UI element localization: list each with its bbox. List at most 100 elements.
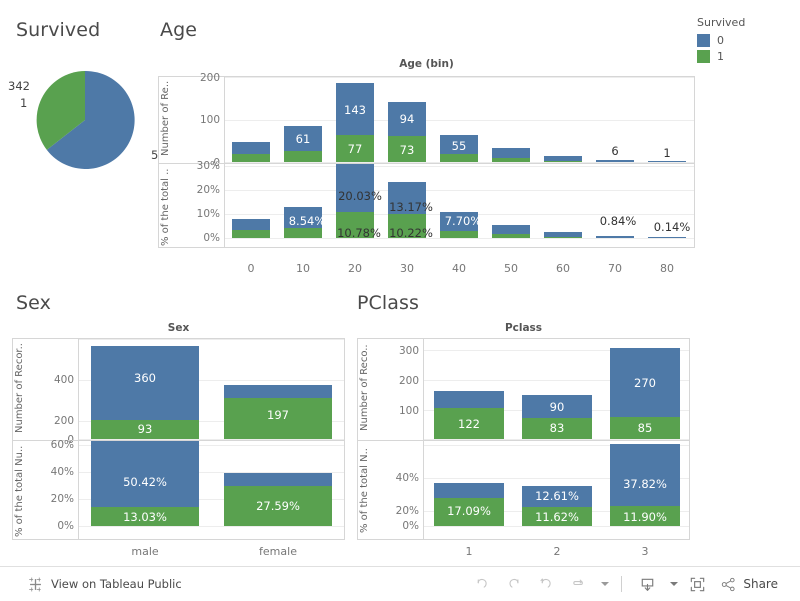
- revert-icon: [540, 577, 551, 588]
- undo-icon: [477, 578, 487, 588]
- xtick-age-20: 20: [348, 262, 362, 275]
- revert-button[interactable]: [531, 571, 561, 597]
- download-dropdown-button[interactable]: [664, 571, 680, 597]
- bar-pct-sex-female[interactable]: [224, 473, 332, 526]
- panel-title-survived: Survived: [16, 19, 101, 41]
- segment-survived-0: [440, 134, 478, 155]
- undo-button[interactable]: [467, 571, 497, 597]
- bar-pclass-1[interactable]: [434, 391, 504, 439]
- bar-age-80[interactable]: [648, 161, 686, 162]
- bar-age-10[interactable]: [284, 125, 322, 162]
- panel-title-sex: Sex: [16, 292, 51, 314]
- bar-pct-age-20[interactable]: [336, 164, 374, 238]
- sex-count-chart[interactable]: Sex Number of Recor.. 360 93 197 0 200 4: [12, 322, 345, 446]
- bar-label-pct-age-20-blue: 20.03%: [338, 189, 382, 203]
- pclass-percent-chart[interactable]: % of the total N.. 17.09% 12.61: [357, 440, 690, 558]
- gridline: [79, 445, 344, 446]
- sex-count-left-border: [12, 338, 13, 440]
- bar-label-pct-age-10-blue: 8.54%: [288, 214, 326, 228]
- gridline: [424, 380, 689, 381]
- ytick-sex-pct-60: 60%: [50, 439, 74, 451]
- segment-survived-1: [522, 506, 592, 526]
- bar-pct-pclass-2[interactable]: [522, 486, 592, 526]
- bar-pct-age-30[interactable]: [388, 181, 426, 238]
- pclass-count-y-axis-title: Number of Reco..: [359, 344, 370, 432]
- segment-survived-0: [610, 443, 680, 507]
- segment-survived-0: [434, 483, 504, 498]
- age-percent-right-border: [694, 163, 695, 248]
- panel-title-pclass: PClass: [357, 292, 420, 314]
- segment-survived-1: [336, 134, 374, 162]
- gridline: [79, 499, 344, 500]
- bar-sex-female[interactable]: [224, 384, 332, 439]
- age-count-chart[interactable]: Age (bin) Number of Re..: [158, 58, 695, 169]
- segment-survived-1: [610, 506, 680, 526]
- share-button[interactable]: Share: [714, 571, 784, 597]
- share-icon: [722, 577, 735, 591]
- bar-age-0[interactable]: [232, 142, 270, 162]
- fullscreen-icon: [690, 577, 705, 591]
- legend-swatch-green: [697, 50, 710, 63]
- bar-pct-age-10[interactable]: [284, 207, 322, 238]
- gridline: [225, 120, 694, 121]
- sex-percent-chart[interactable]: % of the total Nu.. 50.42% 13.03% 27.59%…: [12, 439, 345, 558]
- refresh-dropdown-button[interactable]: [595, 571, 611, 597]
- bar-age-70[interactable]: [596, 159, 634, 162]
- download-button[interactable]: [632, 571, 662, 597]
- legend-swatch-blue: [697, 34, 710, 47]
- bar-pct-pclass-3[interactable]: [610, 443, 680, 526]
- bar-sex-male[interactable]: [91, 345, 199, 439]
- pclass-percent-bottom-border: [357, 539, 690, 540]
- fullscreen-button[interactable]: [682, 571, 712, 597]
- ytick-sex-count-400: 400: [53, 374, 74, 386]
- bar-pct-sex-male[interactable]: [91, 441, 199, 526]
- bar-age-20[interactable]: [336, 83, 374, 162]
- xtick-age-70: 70: [608, 262, 622, 275]
- segment-survived-1: [232, 230, 270, 238]
- bar-age-40[interactable]: [440, 134, 478, 162]
- redo-button[interactable]: [499, 571, 529, 597]
- bar-label-age-70-blue: 6: [611, 144, 619, 158]
- legend-item-1[interactable]: 1: [697, 50, 745, 63]
- bar-label-pct-pclass-3-green: 11.90%: [623, 510, 667, 524]
- legend-item-0[interactable]: 0: [697, 34, 745, 47]
- segment-survived-1: [492, 233, 530, 238]
- bar-age-30[interactable]: [388, 102, 426, 162]
- bar-pct-age-70[interactable]: [596, 235, 634, 238]
- bar-pct-age-0[interactable]: [232, 219, 270, 238]
- bar-pct-age-60[interactable]: [544, 232, 582, 238]
- xtick-age-30: 30: [400, 262, 414, 275]
- age-count-y-axis-title: Number of Re..: [160, 80, 171, 156]
- sex-percent-y-axis-title: % of the total Nu..: [14, 445, 25, 537]
- refresh-icon: [573, 579, 583, 585]
- gridline: [225, 162, 694, 163]
- bar-pct-age-50[interactable]: [492, 225, 530, 238]
- refresh-button[interactable]: [563, 571, 593, 597]
- view-on-tableau-public-button[interactable]: View on Tableau Public: [28, 577, 182, 592]
- gridline: [424, 526, 689, 527]
- toolbar-actions: Share: [467, 571, 784, 597]
- ytick-pclass-count-300: 300: [398, 345, 419, 357]
- bar-pct-pclass-1[interactable]: [434, 483, 504, 526]
- bar-age-50[interactable]: [492, 148, 530, 162]
- bar-label-age-80-blue: 1: [663, 146, 671, 160]
- bar-pclass-3[interactable]: [610, 347, 680, 439]
- pie-label-549-clipped: 549: [151, 148, 159, 162]
- segment-survived-0: [232, 219, 270, 230]
- bar-pclass-2[interactable]: [522, 394, 592, 439]
- segment-survived-0: [91, 441, 199, 508]
- survived-pie-chart[interactable]: 342 1 549: [8, 60, 160, 180]
- gridline: [424, 350, 689, 351]
- gridline: [79, 439, 344, 440]
- bar-pct-age-80[interactable]: [648, 237, 686, 238]
- bar-pct-age-40[interactable]: [440, 212, 478, 238]
- age-percent-chart[interactable]: % of the total ..: [158, 160, 695, 275]
- age-percent-plot: 8.54% 20.03% 10.78% 13.17% 10.22% 7.70% …: [225, 164, 694, 247]
- bar-label-pclass-2-green: 83: [549, 421, 565, 435]
- ytick-age-pct-10: 10%: [196, 208, 220, 220]
- bar-label-age-30-blue: 94: [399, 112, 415, 126]
- sex-count-top-border: [12, 338, 345, 339]
- bar-age-60[interactable]: [544, 155, 582, 162]
- pclass-count-chart[interactable]: Pclass Number of Reco.. 122 90: [357, 322, 690, 440]
- sex-count-axis-line: [78, 338, 79, 440]
